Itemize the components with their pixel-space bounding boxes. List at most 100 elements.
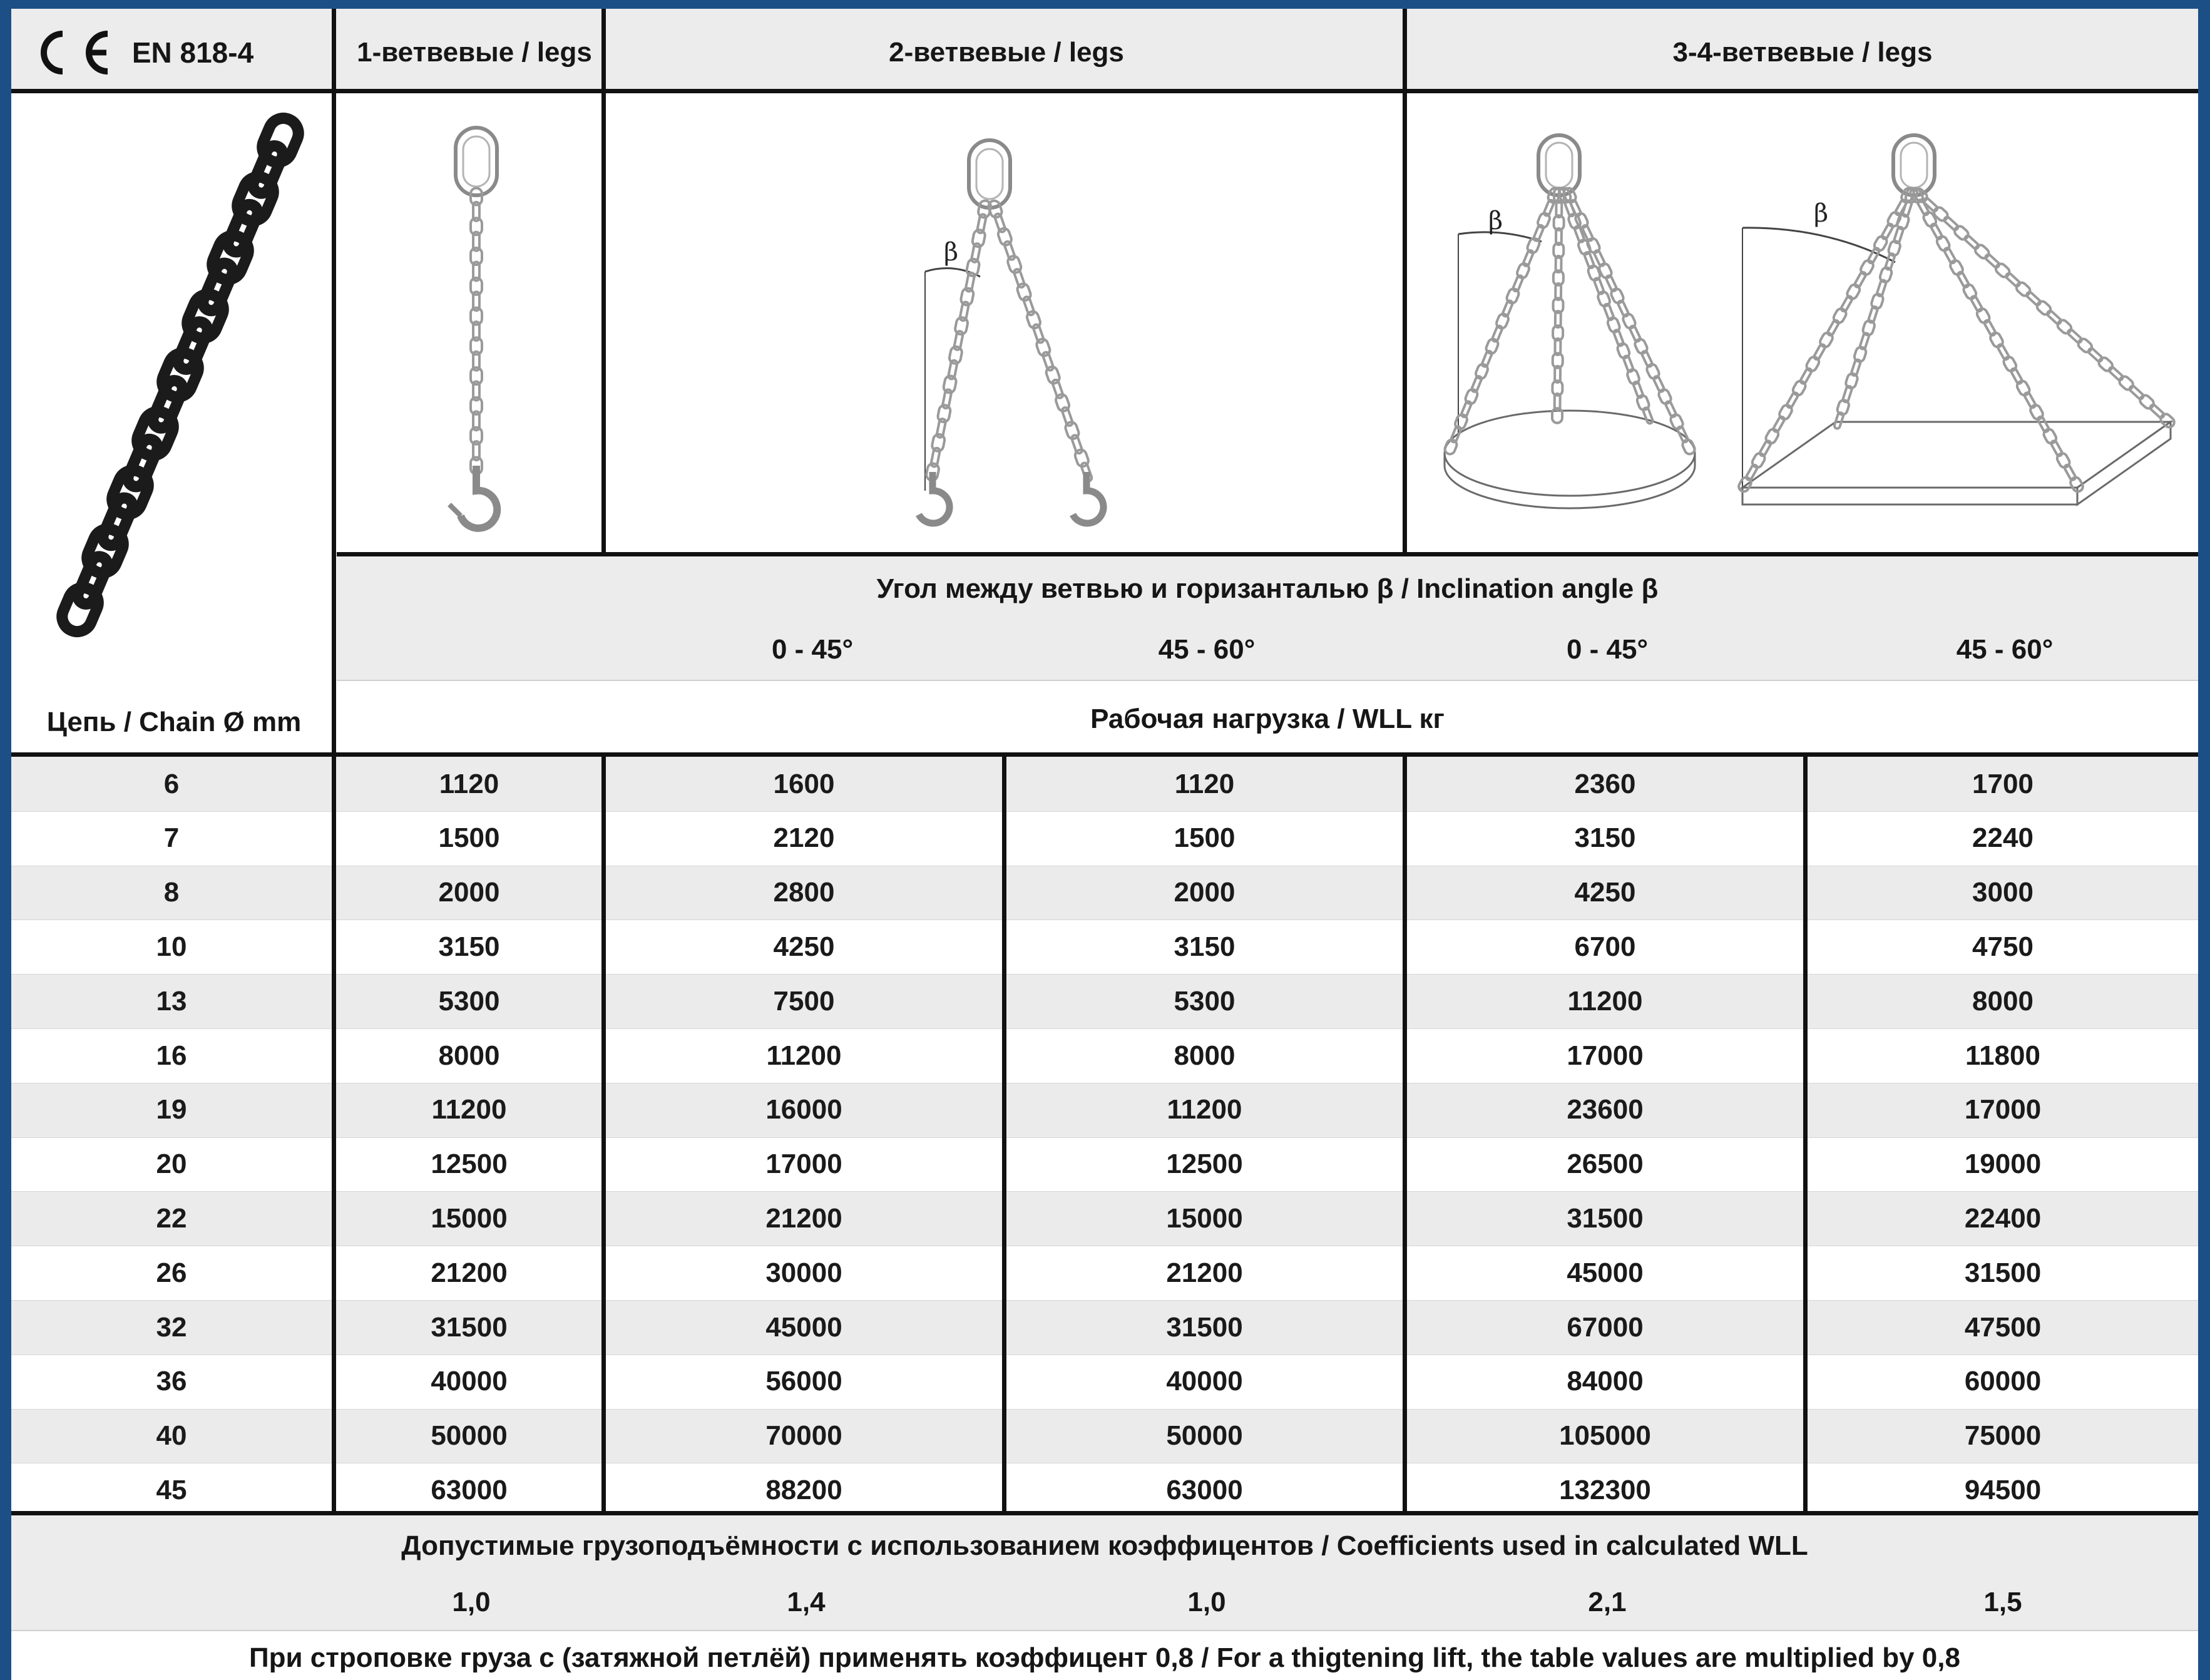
chain-link bbox=[1532, 223, 1545, 242]
chain-diameter-cell: 16 bbox=[156, 1040, 187, 1071]
chain-link bbox=[1454, 413, 1468, 431]
chain-link bbox=[1045, 366, 1061, 385]
chain-link bbox=[1505, 287, 1520, 305]
angle-divider bbox=[337, 680, 2198, 681]
chain-link bbox=[1873, 235, 1888, 252]
chain-link bbox=[1844, 372, 1859, 389]
chain-link bbox=[1772, 415, 1786, 433]
chain-link bbox=[1652, 375, 1665, 393]
grid-line-v2-top bbox=[601, 9, 606, 555]
chain-link bbox=[1867, 247, 1881, 265]
chain-link bbox=[1553, 392, 1562, 411]
row-separator bbox=[11, 811, 2198, 812]
grid-line-header-bottom bbox=[11, 89, 2198, 93]
coefficient-34leg-high: 1,5 bbox=[1983, 1587, 2022, 1617]
chain-link bbox=[2128, 384, 2145, 401]
wll-value-cell: 8000 bbox=[1972, 985, 2034, 1017]
chain-link bbox=[2050, 439, 2064, 458]
chain-link bbox=[2046, 309, 2062, 325]
chain-link bbox=[2069, 476, 2084, 493]
chain-link bbox=[469, 187, 483, 207]
angle-34leg-high: 45 - 60° bbox=[1956, 634, 2054, 665]
chain-link bbox=[472, 260, 481, 282]
chain-link bbox=[1501, 299, 1514, 318]
chain-link bbox=[2067, 328, 2083, 344]
round-load-sling-diagram: β bbox=[1443, 133, 1696, 510]
chain-link bbox=[971, 228, 986, 248]
chain-link bbox=[1605, 274, 1618, 292]
chain-link bbox=[469, 336, 483, 356]
chain-link bbox=[222, 198, 263, 258]
grid-line-v4-top bbox=[1403, 9, 1407, 555]
chain-link bbox=[1943, 215, 1960, 232]
chain-link bbox=[469, 306, 483, 326]
wll-value-cell: 22400 bbox=[1964, 1202, 2042, 1234]
wll-value-cell: 31500 bbox=[1567, 1202, 1644, 1234]
wll-value-cell: 47500 bbox=[1964, 1311, 2042, 1343]
chain-diameter-cell: 22 bbox=[156, 1202, 187, 1234]
two-leg-sling-diagram: β bbox=[916, 138, 1107, 527]
chain-link bbox=[182, 289, 229, 344]
chain-link bbox=[1669, 413, 1684, 431]
chain-link bbox=[1880, 222, 1895, 240]
wll-value-cell: 11200 bbox=[766, 1040, 842, 1071]
chain-link bbox=[1819, 331, 1834, 349]
grid-line-v1 bbox=[332, 9, 336, 1515]
chain-link bbox=[2037, 415, 2050, 433]
chain-link bbox=[1751, 452, 1766, 469]
row-separator bbox=[11, 1408, 2198, 1410]
ce-mark-icon bbox=[41, 31, 108, 74]
chain-link bbox=[2139, 394, 2155, 410]
chain-link bbox=[1887, 240, 1901, 257]
chain-link bbox=[72, 551, 113, 610]
chain-link bbox=[1634, 337, 1649, 355]
standard-label: EN 818-4 bbox=[131, 36, 254, 69]
chain-link bbox=[1984, 253, 2000, 269]
chain-link bbox=[472, 230, 481, 252]
chain-link bbox=[156, 347, 204, 403]
wll-value-cell: 2000 bbox=[1174, 877, 1235, 908]
chain-link bbox=[1055, 393, 1071, 412]
wll-table-sheet: EN 818-4 1-ветвевые / legs 2-ветвевые / … bbox=[11, 9, 2198, 1680]
chain-link bbox=[1642, 406, 1654, 425]
col-1leg-title: 1-ветвевые / legs bbox=[357, 37, 592, 68]
chain-link bbox=[1551, 379, 1564, 397]
chain-link bbox=[1526, 237, 1541, 254]
chain-link bbox=[1836, 399, 1850, 416]
wll-value-cell: 11800 bbox=[1965, 1040, 2040, 1071]
chain-link bbox=[1555, 200, 1563, 218]
chain-link bbox=[2010, 367, 2023, 385]
coefficient-34leg-low: 2,1 bbox=[1588, 1587, 1627, 1617]
chain-link bbox=[56, 581, 104, 638]
chain-link bbox=[2087, 347, 2104, 363]
grid-line-table-bottom bbox=[11, 1511, 2198, 1515]
wll-value-cell: 11200 bbox=[1167, 1094, 1242, 1125]
table-row bbox=[11, 865, 2198, 920]
chain-diameter-cell: 10 bbox=[156, 931, 187, 962]
wll-value-cell: 4250 bbox=[773, 931, 835, 962]
chain-link bbox=[965, 257, 981, 277]
chain-link bbox=[147, 375, 188, 434]
grid-line-v2-bottom bbox=[601, 752, 606, 1515]
wll-value-cell: 56000 bbox=[765, 1366, 842, 1397]
chain-link bbox=[207, 230, 254, 285]
chain-link bbox=[1616, 342, 1631, 359]
chain-diameter-cell: 6 bbox=[163, 768, 180, 799]
row-separator bbox=[11, 1028, 2198, 1029]
chain-link bbox=[1997, 343, 2010, 361]
chain-link bbox=[1070, 434, 1083, 455]
chain-link bbox=[472, 320, 481, 342]
chain-link bbox=[1470, 375, 1483, 393]
row-separator bbox=[11, 1137, 2198, 1138]
table-row bbox=[11, 1463, 2198, 1518]
chain-link bbox=[1657, 388, 1672, 405]
chain-link bbox=[1612, 329, 1625, 347]
chain-link bbox=[2042, 428, 2058, 445]
chain-link bbox=[1953, 225, 1970, 241]
wll-value-cell: 45000 bbox=[765, 1311, 842, 1343]
chain-link bbox=[1537, 212, 1551, 229]
chain-link bbox=[1870, 292, 1885, 310]
chain-link bbox=[472, 440, 481, 462]
wll-value-cell: 31500 bbox=[1166, 1311, 1243, 1343]
chain-link bbox=[1491, 324, 1503, 343]
